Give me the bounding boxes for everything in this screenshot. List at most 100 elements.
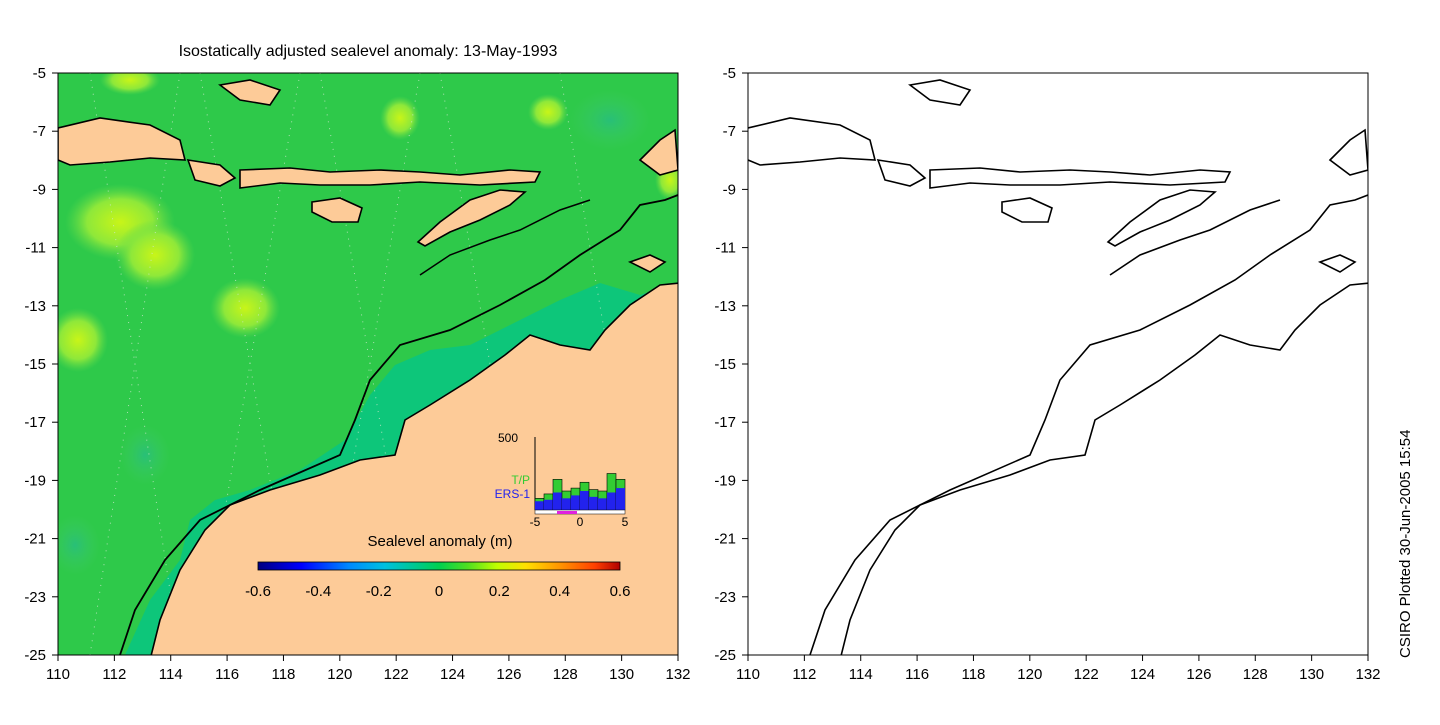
right-y-tick-label: -7: [723, 123, 736, 140]
left-y-tick-label: -7: [33, 123, 46, 140]
right-map-axes: 110 112 114 116 118 120 122 124 126 128 130 132 -5 -7…: [714, 65, 1380, 683]
histogram-bar-ers1: [562, 498, 571, 510]
right-x-tick-label: 126: [1186, 666, 1211, 683]
left-y-tick-label: -21: [24, 531, 46, 548]
right-y-tick-label: -23: [714, 589, 736, 606]
left-y-tick-label: -11: [25, 240, 46, 257]
right-y-tick-label: -13: [714, 298, 736, 315]
anomaly-high-region: [528, 94, 568, 130]
left-x-tick-label: 128: [553, 666, 578, 683]
legend-ers1: ERS-1: [495, 487, 531, 501]
left-y-tick-label: -23: [24, 589, 46, 606]
timor-coastline: [1106, 189, 1217, 247]
australia-coastline: [840, 282, 1368, 655]
histogram-bars: [534, 473, 626, 511]
right-x-tick-label: 132: [1355, 666, 1380, 683]
left-x-tick-label: 114: [159, 666, 183, 683]
colorbar-gradient: [257, 561, 621, 571]
shelf-edge-contour: [119, 194, 678, 655]
right-map-background: [748, 73, 1368, 655]
histogram-x-tick-label: -5: [530, 515, 541, 529]
left-x-tick-label: 118: [271, 666, 295, 683]
right-x-tick-label: 124: [1130, 666, 1155, 683]
small-island: [627, 254, 667, 273]
java-coastline: [748, 117, 877, 166]
histogram-x-tick-label: 5: [622, 515, 629, 529]
anomaly-low-region: [58, 515, 100, 575]
legend-tp: T/P: [511, 473, 530, 487]
anomaly-high-region: [58, 308, 108, 372]
right-y-tick-label: -15: [714, 356, 736, 373]
left-x-tick-label: 124: [440, 666, 465, 683]
colorbar-tick-label: -0.4: [305, 583, 331, 600]
left-y-tick-label: -13: [24, 298, 46, 315]
sumba-coastline: [1001, 197, 1053, 223]
colorbar-tick-label: 0.6: [610, 583, 631, 600]
colorbar-tick-label: -0.2: [366, 583, 392, 600]
eastern-islands: [638, 128, 678, 176]
northern-islands-coastline: [908, 79, 972, 106]
right-y-tick-label: -17: [714, 414, 736, 431]
right-y-tick-label: -25: [714, 647, 736, 664]
left-y-tick-label: -25: [24, 647, 46, 664]
right-x-tick-label: 122: [1074, 666, 1099, 683]
histogram-bar-ers1: [544, 499, 553, 510]
colorbar: Sealevel anomaly (m) -0.6 -0.4 -0.2 0 0.2 0.4…: [245, 533, 630, 600]
colorbar-tick-label: -0.6: [245, 583, 271, 600]
plot-credit: CSIRO Plotted 30-Jun-2005 15:54: [1397, 430, 1414, 658]
right-x-tick-label: 120: [1017, 666, 1042, 683]
histogram-ymax-label: 500: [498, 431, 518, 445]
left-map-axes: 110 112 114 116 118 120 122 124 126 128 130 132 -5 -7…: [24, 65, 690, 683]
colorbar-tick-label: 0: [435, 583, 443, 600]
right-y-tick-label: -5: [723, 65, 736, 82]
left-y-tick-label: -17: [24, 414, 46, 431]
sumbawa-flores: [239, 167, 542, 189]
right-x-tick-label: 110: [736, 666, 760, 683]
left-x-tick-label: 126: [496, 666, 521, 683]
colorbar-title: Sealevel anomaly (m): [367, 533, 512, 550]
right-x-tick-label: 130: [1299, 666, 1324, 683]
small-island-coastline: [1317, 254, 1357, 273]
left-x-tick-label: 130: [609, 666, 634, 683]
left-x-tick-label: 122: [384, 666, 409, 683]
right-x-tick-label: 128: [1243, 666, 1268, 683]
anomaly-high-region: [115, 220, 195, 290]
left-x-tick-label: 116: [215, 666, 239, 683]
java-island: [58, 117, 187, 166]
left-y-tick-label: -5: [33, 65, 46, 82]
bali-lombok-coastline: [876, 159, 927, 187]
left-y-tick-label: -9: [33, 181, 46, 198]
left-y-tick-label: -19: [24, 472, 46, 489]
right-x-tick-label: 112: [792, 666, 816, 683]
sumbawa-flores-coastline: [929, 167, 1232, 189]
histogram-bar-ers1: [553, 492, 562, 510]
left-y-tick-label: -15: [24, 356, 46, 373]
sumba-island: [311, 197, 363, 223]
histogram-bar-ers1: [580, 491, 589, 510]
colorbar-tick-label: 0.2: [489, 583, 510, 600]
histogram-x-tick-label: 0: [577, 515, 584, 529]
colorbar-ticks: -0.6 -0.4 -0.2 0 0.2 0.4 0.6: [245, 583, 630, 600]
right-x-tick-label: 114: [849, 666, 873, 683]
right-y-tick-label: -21: [714, 531, 736, 548]
anomaly-high-region: [100, 73, 160, 95]
outer-contour-outline: [1109, 199, 1281, 276]
histogram-tick-band: [534, 509, 626, 515]
left-x-tick-label: 120: [327, 666, 352, 683]
histogram-bar-ers1: [535, 501, 544, 510]
timor-island: [416, 189, 527, 247]
left-x-tick-label: 110: [46, 666, 70, 683]
map-title: Isostatically adjusted sealevel anomaly:…: [179, 43, 558, 60]
histogram-x-ticks: -5 0 5: [530, 515, 629, 529]
left-x-tick-label: 112: [102, 666, 126, 683]
histogram-bar-ers1: [607, 492, 616, 510]
anomaly-high-region: [380, 96, 420, 140]
histogram-bar-ers1: [598, 498, 607, 510]
anomaly-histogram: 500 -5 0 5 T/P ERS-1: [495, 431, 629, 529]
histogram-bar-ers1: [571, 495, 580, 510]
shelf-edge-contour-outline: [809, 194, 1368, 655]
anomaly-high-region: [210, 278, 280, 338]
bali-lombok: [186, 159, 237, 187]
histogram-bar-ers1: [616, 488, 625, 510]
